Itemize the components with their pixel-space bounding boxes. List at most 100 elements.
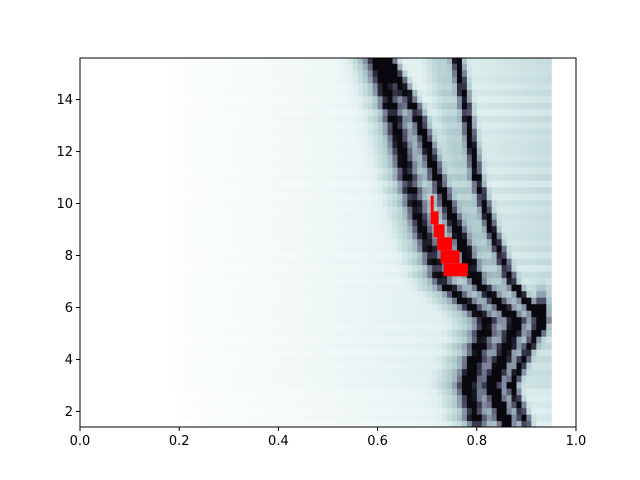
heatmap-cell: [298, 336, 304, 344]
heatmap-cell: [372, 147, 379, 155]
heatmap-cell: [471, 76, 478, 84]
heatmap-cell: [362, 297, 369, 305]
heatmap-cell: [218, 414, 225, 422]
heatmap-cell: [461, 69, 468, 77]
heatmap-cell: [496, 342, 503, 350]
heatmap-cell: [526, 63, 532, 71]
heatmap-cell: [223, 323, 230, 331]
heatmap-cell: [456, 336, 463, 344]
heatmap-cell: [437, 401, 443, 409]
heatmap-cell: [293, 323, 299, 331]
heatmap-cell: [447, 58, 453, 64]
heatmap-cell: [288, 121, 294, 129]
heatmap-cell: [273, 258, 279, 266]
heatmap-cell: [332, 277, 339, 285]
heatmap-cell: [189, 76, 195, 84]
heatmap-cell: [303, 141, 309, 149]
heatmap-cell: [541, 349, 547, 357]
heatmap-cell: [476, 245, 483, 253]
heatmap-cell: [228, 58, 235, 64]
heatmap-cell: [496, 290, 503, 298]
heatmap-cell: [228, 349, 235, 357]
heatmap-cell: [526, 219, 532, 227]
heatmap-cell: [417, 76, 423, 84]
heatmap-cell: [392, 271, 399, 279]
heatmap-cell: [189, 193, 195, 201]
heatmap-cell: [476, 180, 483, 188]
heatmap-cell: [521, 58, 527, 64]
heatmap-cell: [432, 238, 438, 246]
heatmap-cell: [268, 277, 275, 285]
heatmap-cell: [526, 329, 532, 337]
heatmap-cell: [486, 245, 493, 253]
heatmap-cell: [263, 167, 270, 175]
heatmap-cell: [392, 134, 399, 142]
heatmap-cell: [268, 147, 275, 155]
heatmap-cell: [208, 186, 215, 194]
heatmap-cell: [437, 310, 443, 318]
heatmap-cell: [437, 58, 443, 64]
heatmap-cell: [204, 180, 210, 188]
heatmap-cell: [382, 128, 389, 136]
heatmap-cell: [357, 303, 364, 311]
heatmap-cell: [387, 303, 394, 311]
heatmap-cell: [367, 225, 374, 233]
heatmap-cell: [442, 284, 448, 292]
heatmap-cell: [179, 212, 185, 220]
heatmap-cell: [382, 63, 389, 71]
heatmap-cell: [263, 271, 270, 279]
heatmap-cell: [506, 355, 513, 363]
heatmap-cell: [427, 173, 433, 181]
heatmap-cell: [541, 238, 547, 246]
heatmap-cell: [318, 414, 324, 422]
heatmap-cell: [377, 199, 384, 207]
heatmap-cell: [337, 329, 344, 337]
heatmap-cell: [501, 251, 508, 259]
heatmap-cell: [288, 225, 294, 233]
heatmap-cell: [541, 264, 547, 272]
heatmap-cell: [174, 368, 180, 376]
heatmap-cell: [397, 342, 403, 350]
heatmap-cell: [447, 63, 453, 71]
heatmap-cell: [516, 134, 523, 142]
heatmap-cell: [501, 394, 508, 402]
heatmap-cell: [323, 186, 329, 194]
heatmap-cell: [352, 290, 359, 298]
heatmap-cell: [179, 180, 185, 188]
heatmap-cell: [204, 128, 210, 136]
heatmap-cell: [392, 58, 399, 64]
heatmap-cell: [417, 167, 423, 175]
heatmap-cell: [387, 141, 394, 149]
heatmap-cell: [437, 342, 443, 350]
heatmap-cell: [442, 232, 448, 240]
heatmap-cell: [228, 147, 235, 155]
heatmap-cell: [199, 186, 205, 194]
heatmap-cell: [377, 232, 384, 240]
heatmap-cell: [447, 128, 453, 136]
heatmap-cell: [318, 277, 324, 285]
heatmap-cell: [313, 264, 319, 272]
heatmap-cell: [258, 160, 265, 168]
heatmap-cell: [546, 336, 552, 344]
heatmap-cell: [437, 95, 443, 103]
heatmap-cell: [501, 180, 508, 188]
heatmap-cell: [258, 245, 265, 253]
heatmap-cell: [546, 58, 552, 64]
heatmap-cell: [342, 128, 349, 136]
heatmap-cell: [452, 284, 458, 292]
heatmap-cell: [367, 206, 374, 214]
heatmap-cell: [228, 89, 235, 97]
heatmap-cell: [233, 310, 240, 318]
heatmap-cell: [402, 69, 408, 77]
heatmap-cell: [189, 355, 195, 363]
heatmap-cell: [208, 381, 215, 389]
heatmap-cell: [332, 206, 339, 214]
heatmap-cell: [204, 186, 210, 194]
heatmap-cell: [233, 219, 240, 227]
heatmap-cell: [258, 316, 265, 324]
heatmap-cell: [323, 141, 329, 149]
heatmap-cell: [442, 180, 448, 188]
heatmap-cell: [422, 141, 428, 149]
heatmap-cell: [476, 310, 483, 318]
heatmap-cell: [501, 69, 508, 77]
